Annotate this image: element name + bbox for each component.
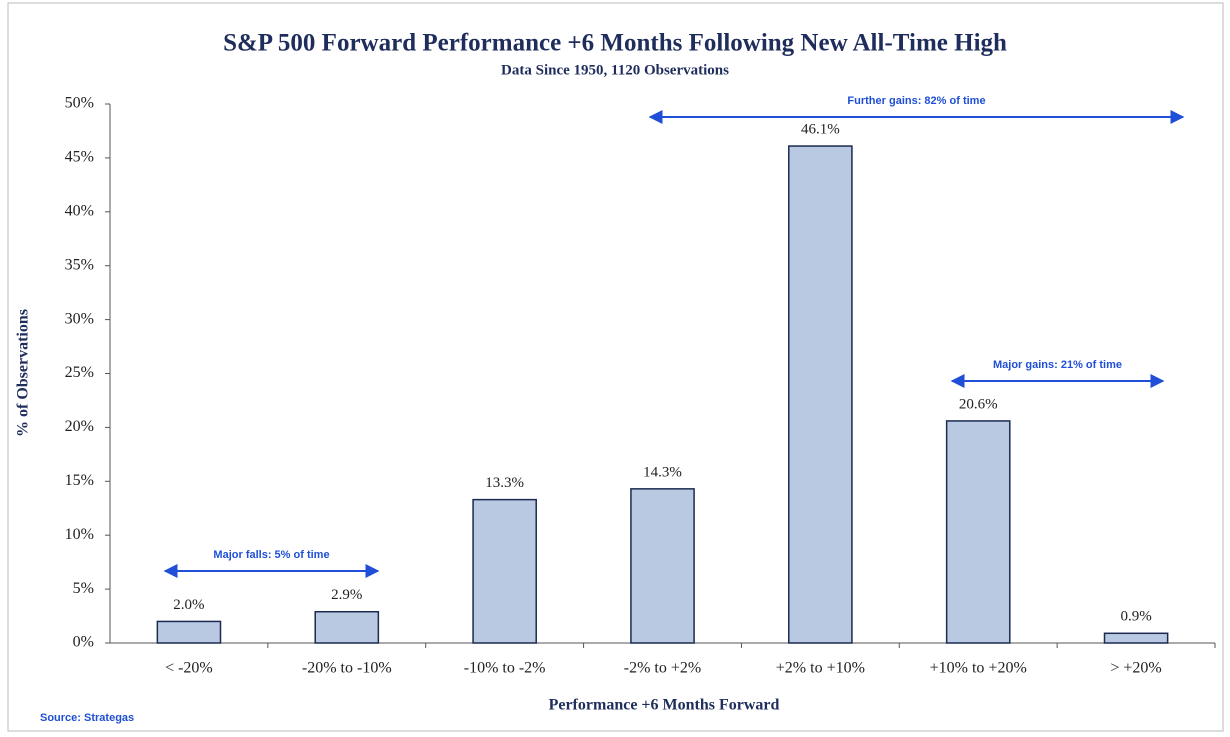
bar (1103, 632, 1169, 644)
data-label: 46.1% (801, 121, 840, 137)
bar (156, 620, 222, 644)
annotation: Major gains: 21% of time (993, 359, 1122, 371)
annotation: Further gains: 82% of time (847, 95, 985, 107)
data-label: 0.9% (1120, 609, 1151, 625)
x-tick-label: +10% to +20% (930, 660, 1027, 677)
data-label: 14.3% (643, 464, 682, 480)
data-label: 13.3% (485, 475, 524, 491)
x-tick-label: +2% to +10% (776, 660, 865, 677)
frame (7, 2, 1224, 732)
data-label: 2.9% (331, 587, 362, 603)
y-tick-label: 0% (73, 634, 94, 651)
y-tick-label: 15% (65, 472, 94, 489)
data-label: 20.6% (959, 396, 998, 412)
bar (472, 498, 537, 644)
y-tick-label: 40% (65, 202, 94, 219)
y-tick-label: 20% (65, 418, 94, 435)
y-tick-label: 50% (65, 95, 94, 112)
bar (945, 420, 1011, 644)
annotation: Major falls: 5% of time (213, 549, 329, 561)
data-label: 2.0% (173, 597, 204, 613)
x-tick-label: -10% to -2% (464, 660, 546, 677)
x-tick-label: > +20% (1110, 660, 1161, 677)
y-tick-label: 25% (65, 364, 94, 381)
y-tick-label: 35% (65, 256, 94, 273)
y-tick-label: 10% (65, 526, 94, 543)
x-tick-label: -20% to -10% (302, 660, 392, 677)
chart-subtitle: Data Since 1950, 1120 Observations (501, 62, 729, 78)
y-axis-title: % of Observations (15, 309, 32, 437)
y-tick-label: 45% (65, 149, 94, 166)
x-axis-title: Performance +6 Months Forward (549, 697, 780, 714)
x-tick-label: < -20% (165, 660, 213, 677)
bar (314, 610, 380, 644)
bar (630, 488, 695, 644)
chart-title: S&P 500 Forward Performance +6 Months Fo… (223, 30, 1007, 57)
bar (788, 145, 853, 644)
y-tick-label: 5% (73, 580, 94, 597)
x-tick-label: -2% to +2% (624, 660, 701, 677)
source: Source: Strategas (40, 712, 134, 724)
y-tick-label: 30% (65, 310, 94, 327)
